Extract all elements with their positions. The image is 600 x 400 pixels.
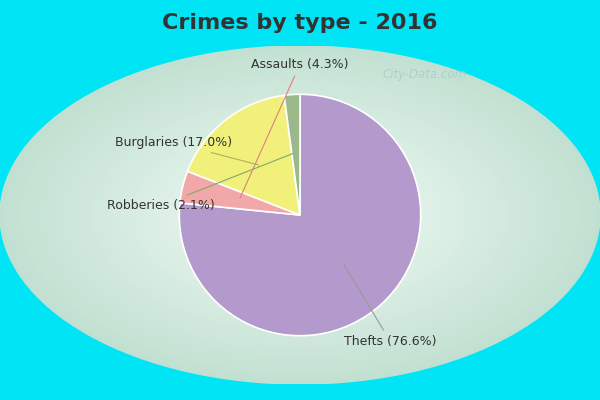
Ellipse shape	[236, 179, 364, 251]
Ellipse shape	[26, 61, 574, 369]
Ellipse shape	[64, 82, 536, 348]
Ellipse shape	[131, 120, 469, 310]
Ellipse shape	[218, 168, 383, 262]
Ellipse shape	[23, 59, 577, 371]
Ellipse shape	[7, 50, 593, 380]
Text: City-Data.com: City-Data.com	[382, 68, 467, 81]
Ellipse shape	[293, 211, 308, 219]
Ellipse shape	[225, 173, 375, 257]
Wedge shape	[284, 94, 300, 215]
Ellipse shape	[180, 147, 420, 282]
Ellipse shape	[206, 162, 394, 268]
Ellipse shape	[60, 80, 540, 350]
Ellipse shape	[128, 118, 473, 312]
Ellipse shape	[19, 56, 581, 374]
Ellipse shape	[191, 154, 409, 276]
Ellipse shape	[116, 112, 484, 318]
Ellipse shape	[173, 143, 427, 287]
Ellipse shape	[49, 74, 551, 356]
Ellipse shape	[259, 192, 341, 238]
Ellipse shape	[233, 177, 367, 253]
Ellipse shape	[281, 204, 319, 226]
Ellipse shape	[266, 196, 334, 234]
Ellipse shape	[154, 133, 446, 297]
Ellipse shape	[255, 190, 345, 240]
Text: Burglaries (17.0%): Burglaries (17.0%)	[115, 136, 259, 165]
Ellipse shape	[244, 183, 356, 247]
Ellipse shape	[97, 101, 503, 329]
Ellipse shape	[210, 164, 390, 266]
Ellipse shape	[41, 69, 559, 361]
Ellipse shape	[67, 84, 533, 346]
Ellipse shape	[113, 109, 487, 321]
Ellipse shape	[139, 124, 461, 306]
Ellipse shape	[143, 126, 458, 304]
Ellipse shape	[203, 160, 398, 270]
Ellipse shape	[90, 97, 510, 333]
Ellipse shape	[75, 88, 525, 342]
Ellipse shape	[248, 186, 353, 244]
Ellipse shape	[56, 78, 544, 352]
Ellipse shape	[199, 158, 401, 272]
Ellipse shape	[296, 213, 304, 217]
Ellipse shape	[187, 152, 413, 278]
Ellipse shape	[83, 92, 517, 338]
Ellipse shape	[289, 209, 311, 221]
Ellipse shape	[0, 46, 600, 384]
Ellipse shape	[277, 202, 323, 228]
Ellipse shape	[94, 99, 506, 331]
Ellipse shape	[45, 71, 555, 359]
Ellipse shape	[274, 200, 326, 230]
Ellipse shape	[184, 150, 416, 280]
Text: Assaults (4.3%): Assaults (4.3%)	[240, 58, 349, 198]
Ellipse shape	[105, 105, 495, 325]
Ellipse shape	[214, 166, 386, 264]
Ellipse shape	[176, 145, 424, 285]
Ellipse shape	[165, 139, 435, 291]
Ellipse shape	[53, 76, 548, 354]
Ellipse shape	[251, 188, 349, 242]
Wedge shape	[180, 171, 300, 215]
Ellipse shape	[4, 48, 596, 382]
Ellipse shape	[30, 63, 570, 367]
Ellipse shape	[263, 194, 337, 236]
Ellipse shape	[34, 65, 566, 365]
Ellipse shape	[120, 114, 480, 316]
Ellipse shape	[157, 135, 443, 295]
Text: Crimes by type - 2016: Crimes by type - 2016	[162, 13, 438, 33]
Ellipse shape	[195, 156, 405, 274]
Ellipse shape	[71, 86, 529, 344]
Text: Robberies (2.1%): Robberies (2.1%)	[107, 153, 293, 212]
Ellipse shape	[124, 116, 476, 314]
Ellipse shape	[79, 90, 521, 340]
Ellipse shape	[285, 206, 315, 224]
Wedge shape	[187, 95, 300, 215]
Ellipse shape	[169, 141, 431, 289]
Ellipse shape	[109, 107, 491, 323]
Ellipse shape	[11, 52, 589, 378]
Ellipse shape	[150, 130, 450, 300]
Ellipse shape	[37, 67, 563, 363]
Ellipse shape	[146, 128, 454, 302]
Ellipse shape	[86, 94, 514, 336]
Ellipse shape	[221, 171, 379, 259]
Ellipse shape	[240, 181, 360, 249]
Ellipse shape	[15, 54, 585, 376]
Ellipse shape	[161, 137, 439, 293]
Ellipse shape	[229, 175, 371, 255]
Text: Thefts (76.6%): Thefts (76.6%)	[344, 264, 437, 348]
Ellipse shape	[101, 103, 499, 327]
Ellipse shape	[270, 198, 330, 232]
Ellipse shape	[135, 122, 465, 308]
Wedge shape	[179, 94, 421, 336]
